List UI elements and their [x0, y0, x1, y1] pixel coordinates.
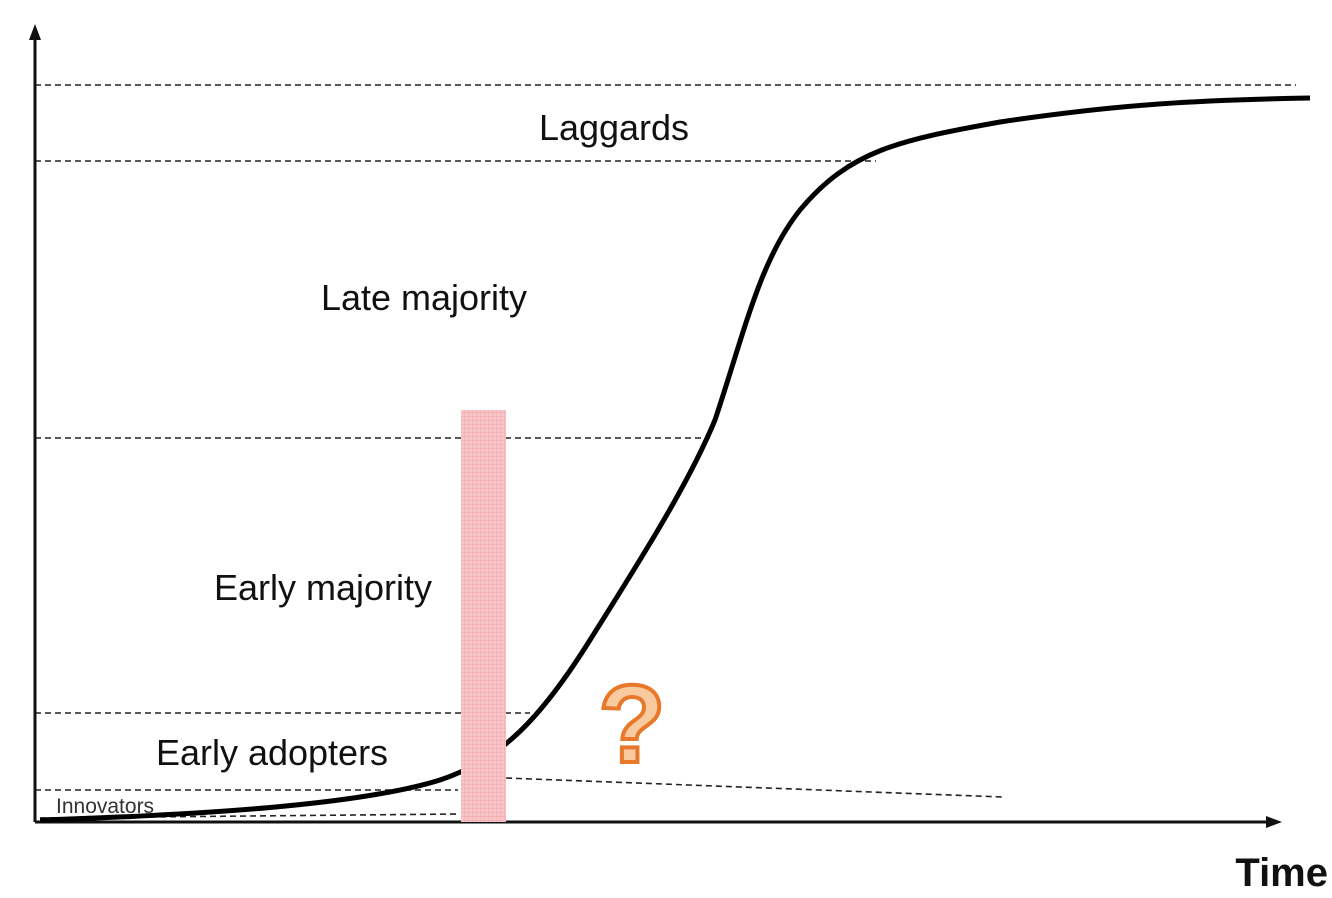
y-arrow [29, 24, 41, 40]
x-arrow [1266, 816, 1282, 828]
adoption-curve [39, 95, 1311, 823]
chasm [461, 410, 506, 822]
annotation: ? [598, 663, 665, 786]
segment-label: Early adopters [156, 732, 388, 773]
segment-label: Innovators [56, 795, 154, 818]
segment-label: Early majority [214, 567, 432, 608]
segment-label: Late majority [321, 277, 527, 318]
x-axis-label: Time [1235, 851, 1328, 895]
segment-label: Laggards [539, 107, 689, 148]
boundary [505, 777, 1003, 798]
